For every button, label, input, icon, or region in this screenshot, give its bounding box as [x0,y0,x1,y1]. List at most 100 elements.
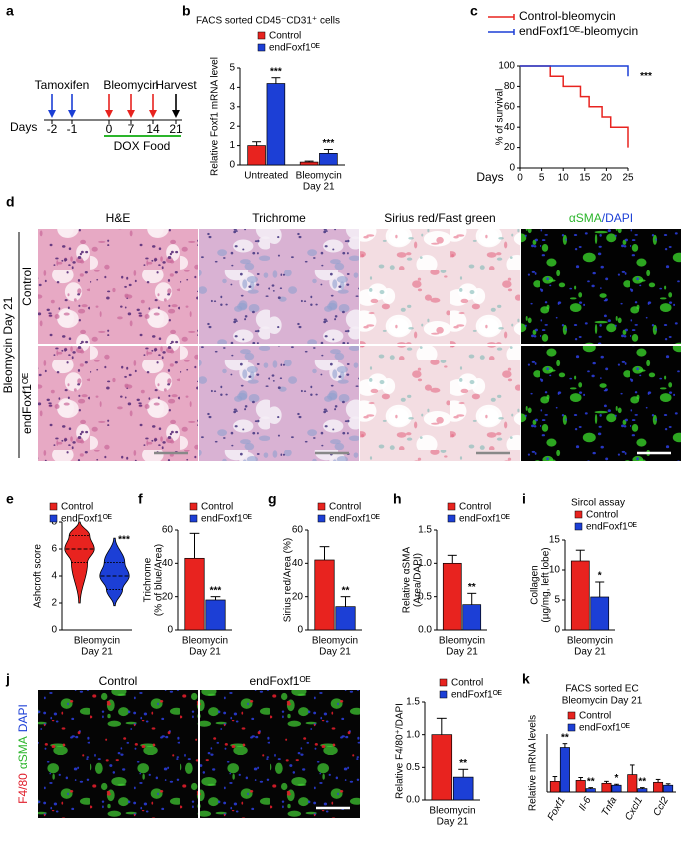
micrograph [199,346,359,461]
error-bar [252,141,262,146]
violin [64,521,95,604]
bar [653,781,664,793]
error-bar [614,783,619,786]
chart-title: Sircol assay [571,498,625,509]
y-axis-label: Trichrome [143,557,154,602]
x-tick-label: Foxf1 [546,795,568,822]
bar [611,784,622,793]
y-tick-label: 1.0 [406,729,420,740]
side-label: Bleomycin Day 21 [1,296,15,393]
y-tick-label: 40 [504,122,516,133]
arrow-head [68,110,76,118]
y-tick-label: 2 [229,121,235,132]
x-tick-label: Day 21 [303,182,335,193]
survival-line [520,65,629,77]
bar [585,788,596,793]
significance: ** [342,585,350,596]
bar [559,747,570,793]
column-header: Sirius red/Fast green [384,211,495,225]
legend-label: endFoxf1ᴼᴱ [579,723,630,734]
bar [601,782,612,793]
bar [637,788,648,793]
day-label: 0 [106,122,113,136]
panel-label: a [6,3,14,19]
y-tick-label: 0.0 [406,795,420,806]
x-tick-label: Bleomycin [182,636,228,647]
legend-swatch [257,31,266,40]
legend-swatch [49,502,58,511]
bar [549,781,560,793]
error-bar [304,160,314,163]
legend-swatch [567,711,576,720]
legend-label: endFoxf1ᴼᴱ [459,514,510,525]
legend-swatch [447,514,456,523]
day-label: 14 [146,122,160,136]
micrograph [199,229,359,344]
bar [205,599,226,631]
legend-label: endFoxf1ᴼᴱ [586,522,637,533]
x-tick-label: Bleomycin [296,171,342,182]
y-tick-label: 15 [549,535,561,546]
x-tick-label: Day 21 [81,647,113,658]
error-bar [319,546,330,560]
x-tick-label: Day 21 [437,817,469,828]
legend-label: Control [61,502,93,513]
legend-label: Control [459,502,491,513]
day-label: -1 [67,122,78,136]
arrow-head [127,110,135,118]
bar [590,596,610,631]
y-axis-label: % of survival [495,89,506,146]
column-header: αSMA/DAPI [569,211,633,225]
error-bar [588,787,594,789]
y-tick-label: 0 [297,625,303,636]
y-tick-label: 60 [292,525,304,536]
error-bar [447,554,457,564]
error-bar [467,592,477,605]
legend-label: endFoxf1ᴼᴱ [451,690,502,701]
y-axis-label: Relative mRNA levels [528,715,539,811]
significance: *** [323,138,335,149]
y-axis-label: Collagen [530,565,541,604]
legend-swatch [189,514,198,523]
arrow-head [48,110,56,118]
y-tick-label: 6 [51,544,57,555]
x-tick-label: Tnfa [600,795,620,818]
y-tick-label: 60 [504,101,516,112]
chart-title: FACS sorted CD45⁻CD31⁺ cells [196,16,340,27]
micrograph [360,229,520,344]
x-tick-label: Day 21 [189,647,221,658]
treatment-label: Bleomycin [103,78,158,92]
significance: ** [459,758,467,769]
bar [266,83,286,166]
micrograph [38,346,198,461]
error-bar [189,532,200,559]
error-bar [665,783,671,786]
bar [452,776,474,801]
x-axis-label: Days [476,170,503,184]
panel-label: h [393,491,402,507]
x-tick-label: Bleomycin [74,636,120,647]
x-tick-label: Bleomycin [312,636,358,647]
micrograph [360,346,520,461]
legend-swatch [317,514,326,523]
error-bar [578,777,584,781]
y-tick-label: 0 [509,163,515,174]
y-axis-label: Ashcroft score [33,544,44,608]
y-tick-label: 1.5 [418,525,432,536]
bar [570,560,590,631]
y-tick-label: 0.0 [418,625,432,636]
day-label: 21 [169,122,183,136]
axis-label: Days [10,120,37,134]
error-bar [552,776,558,782]
panel-label: d [6,194,15,210]
error-bar [595,581,605,597]
error-bar [655,778,661,783]
error-bar [604,780,609,784]
significance: * [598,571,602,582]
row-label: Control [20,267,34,306]
panel-label: c [470,3,478,19]
label-part: F4/80 [16,773,30,804]
x-tick-label: 5 [539,173,545,184]
y-tick-label: 10 [549,565,561,576]
micrograph [521,346,681,461]
